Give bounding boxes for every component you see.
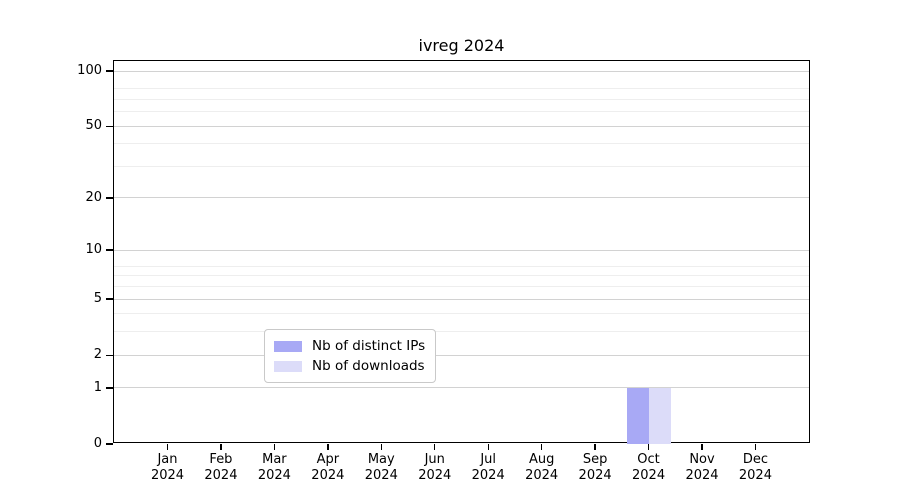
y-axis-tick-label: 50 [85,118,102,134]
y-axis-tick [106,354,113,356]
x-axis-tick [327,444,329,450]
x-axis-tick [701,444,703,450]
x-tick-month: Jul [480,452,497,467]
x-axis-tick [487,444,489,450]
x-tick-year: 2024 [525,468,559,483]
x-tick-month: Mar [262,452,287,467]
x-tick-month: May [367,452,395,467]
chart-title: ivreg 2024 [418,36,505,55]
gridline-major [114,125,809,127]
x-tick-year: 2024 [418,468,452,483]
gridline-minor [114,275,809,277]
x-axis-tick-label: Sep 2024 [563,452,627,484]
y-axis-tick-label: 5 [93,291,102,307]
gridline-minor [114,265,809,267]
x-tick-month: Oct [637,452,660,467]
y-axis-tick [106,298,113,300]
bar-distinct-ips [626,387,649,444]
gridline-major [114,354,809,356]
y-axis-tick [106,443,113,445]
x-axis-tick-label: Aug 2024 [510,452,574,484]
x-tick-year: 2024 [257,468,291,483]
legend: Nb of distinct IPs Nb of downloads [264,329,437,383]
x-axis-tick [166,444,169,450]
x-tick-year: 2024 [471,468,505,483]
gridline-major [114,197,809,199]
legend-item: Nb of distinct IPs [274,336,425,356]
x-axis-tick-label: Nov 2024 [670,452,734,484]
x-axis-tick-label: Feb 2024 [189,452,253,484]
x-tick-month: Jan [157,452,178,467]
bar-downloads [648,387,671,444]
x-tick-month: Jun [424,452,445,467]
legend-swatch [274,340,302,352]
x-tick-month: Dec [742,452,769,467]
x-axis-tick-label: Jan 2024 [136,452,200,484]
x-axis-tick-label: Jul 2024 [456,452,520,484]
gridline-major [114,249,809,251]
y-axis-tick [106,70,113,72]
x-tick-month: Sep [582,452,608,467]
x-axis-tick-label: Oct 2024 [617,452,681,484]
x-axis-tick-label: Jun 2024 [403,452,467,484]
x-axis-tick [380,444,382,450]
gridline-minor [114,286,809,288]
legend-label: Nb of downloads [312,358,425,374]
x-tick-year: 2024 [204,468,238,483]
gridline-major [114,298,809,300]
x-tick-year: 2024 [311,468,345,483]
x-axis-tick [594,444,596,450]
gridline-major [114,70,809,72]
legend-swatch [274,360,302,372]
plot-area: 100 50 20 10 5 2 1 0 Jan 2024 Feb 2024 Mar 2024 Apr 202… [77,60,810,483]
x-tick-year: 2024 [738,468,772,483]
x-axis-tick-label: May 2024 [349,452,413,484]
x-tick-year: 2024 [578,468,612,483]
legend-label: Nb of distinct IPs [312,338,426,354]
x-tick-month: Feb [209,452,233,467]
gridline-minor [114,143,809,145]
y-axis-tick-label: 2 [93,347,102,363]
y-axis-tick-label: 100 [77,63,102,78]
gridline-minor [114,88,809,90]
x-tick-month: Apr [316,452,340,467]
gridline-minor [114,111,809,113]
legend-item: Nb of downloads [274,356,425,376]
y-axis-tick [106,249,113,251]
gridline-minor [114,165,809,167]
y-axis-tick-label: 0 [93,436,102,451]
x-tick-year: 2024 [150,468,185,483]
x-axis-tick [540,444,543,450]
gridline-minor [114,98,809,100]
y-axis-tick [106,387,113,389]
gridline-minor [114,313,809,315]
y-axis-tick [106,125,113,127]
gridline-major [114,387,809,389]
y-axis-tick-label: 20 [85,189,102,205]
y-axis-tick [106,197,113,199]
x-axis-tick [434,444,436,450]
x-tick-month: Nov [689,452,715,467]
x-tick-month: Aug [528,452,555,467]
x-axis-tick [220,444,222,450]
x-axis-tick-label: Dec 2024 [723,452,787,484]
gridline-minor [114,331,809,333]
x-axis-tick [273,444,276,450]
x-tick-year: 2024 [632,468,666,483]
x-axis-tick-label: Mar 2024 [242,452,306,484]
y-axis-tick-label: 10 [85,242,102,258]
x-tick-year: 2024 [364,468,398,483]
x-tick-year: 2024 [685,468,719,483]
y-axis-tick-label: 1 [93,379,102,395]
x-axis-tick [754,444,757,450]
x-axis-tick [647,444,650,450]
x-axis-tick-label: Apr 2024 [296,452,360,484]
